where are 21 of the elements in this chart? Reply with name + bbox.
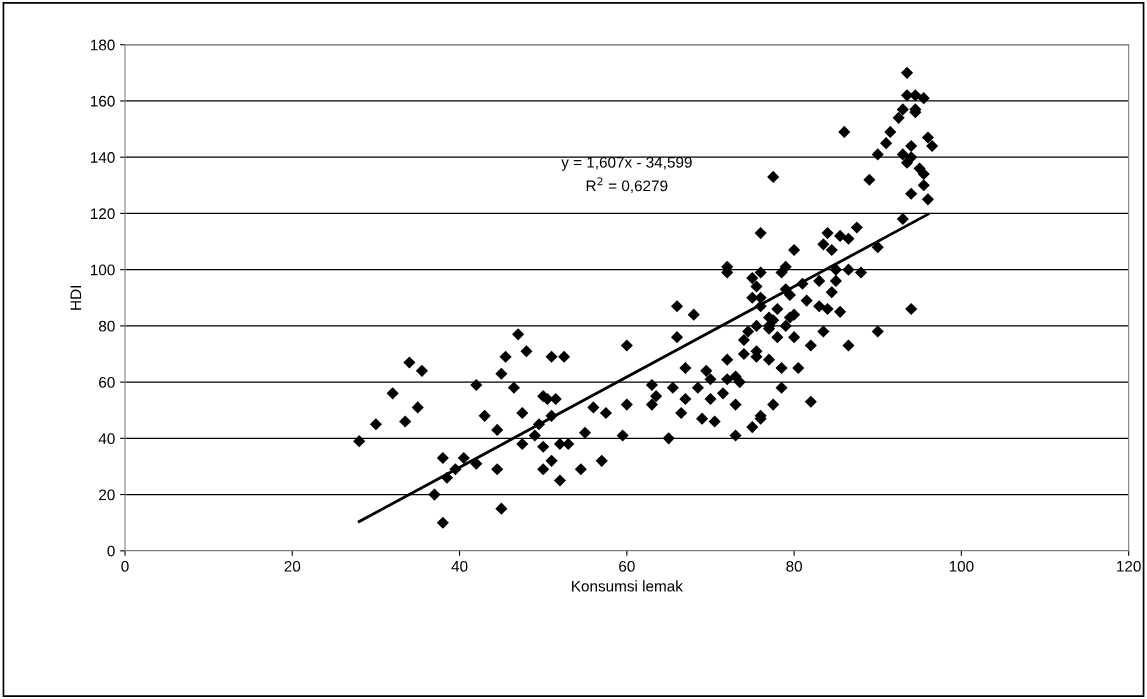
x-tick-label: 40 <box>451 560 468 572</box>
y-tick-label: 20 <box>99 489 115 501</box>
y-tick-label: 80 <box>98 320 115 332</box>
x-tick-label: 120 <box>1117 560 1141 572</box>
y-tick-label: 180 <box>90 39 115 51</box>
x-tick-label: 100 <box>949 560 974 572</box>
y-tick-label: 120 <box>90 208 115 220</box>
x-tick-label: 60 <box>619 560 635 572</box>
x-tick-label: 80 <box>786 560 803 572</box>
y-tick-label: 140 <box>90 152 115 163</box>
x-tick-label: 0 <box>121 560 129 572</box>
y-axis-title: HDI <box>70 286 82 310</box>
y-tick-label: 100 <box>90 264 115 276</box>
x-axis-title: Konsumsi lemak <box>572 580 683 592</box>
y-tick-label: 40 <box>98 433 115 445</box>
y-tick-label: 60 <box>99 376 115 388</box>
x-tick-label: 20 <box>284 560 301 572</box>
y-tick-label: 0 <box>107 545 115 557</box>
y-tick-label: 160 <box>90 95 115 107</box>
annotation: R$^{2}$ = 0,6279 <box>586 177 668 194</box>
annotation: y = 1,607x - 34,599 <box>561 156 692 171</box>
